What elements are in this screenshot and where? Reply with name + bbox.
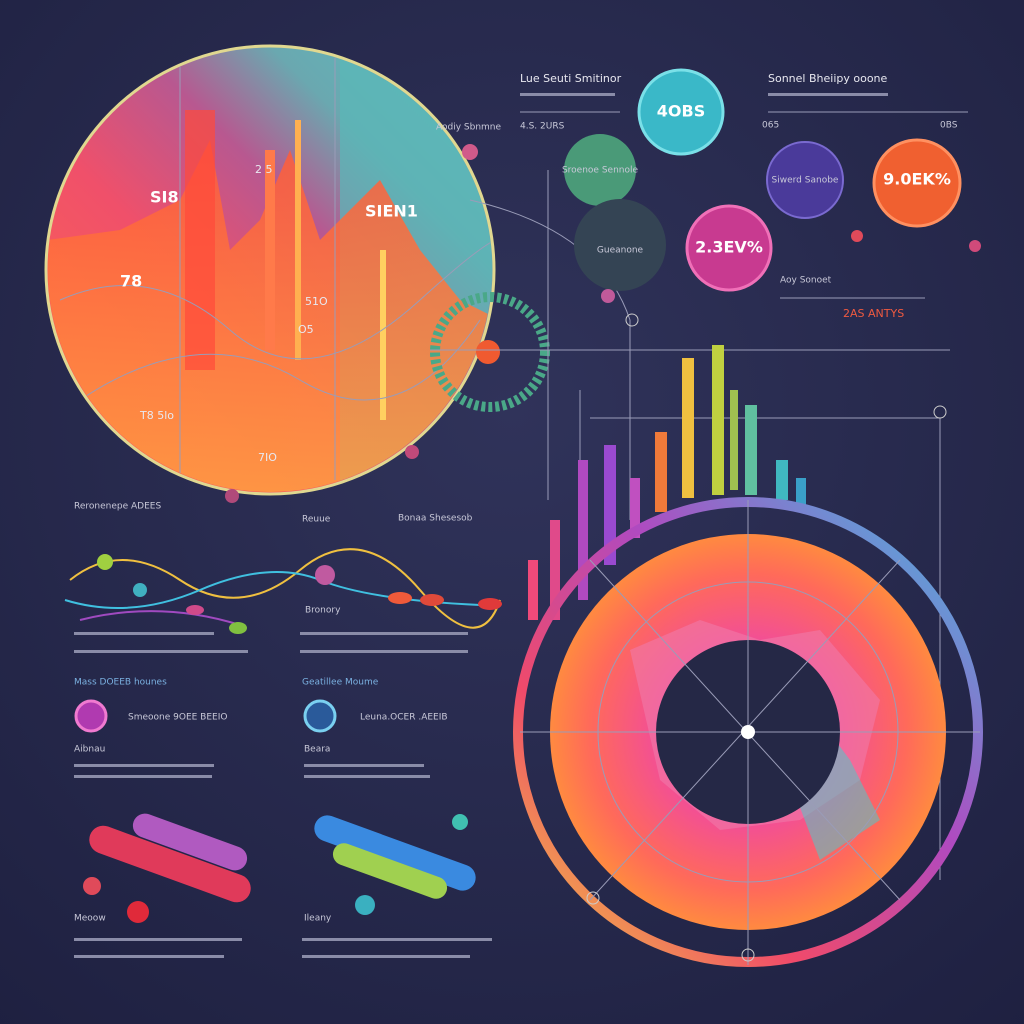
item-label: Ileany (304, 914, 332, 924)
blobs (83, 813, 476, 923)
circle-chart (44, 44, 550, 503)
bubble-label: Siwerd Sanobe (772, 176, 839, 186)
bubble-label: Gueanone (597, 246, 644, 256)
right-right: 0BS (940, 121, 958, 131)
bubble-label: 9.0EK% (883, 170, 951, 189)
circle-label: Aodiy Sbnmne (436, 123, 502, 133)
bubble-label: Sroenoe Sennole (562, 166, 639, 176)
item-label: Leuna.OCER .AEEIB (360, 713, 448, 723)
section-title: Bonaa Shesesob (398, 514, 473, 524)
bar-cluster (528, 345, 806, 620)
icon (74, 699, 108, 733)
placeholder (768, 93, 888, 96)
placeholder-lines (74, 632, 492, 958)
icon (303, 699, 337, 733)
squiggles (64, 548, 502, 634)
section-title: Geatillee Moume (302, 678, 379, 688)
bubbles (430, 68, 981, 880)
item-label: Smeoone 9OEE BEEIO (128, 713, 227, 723)
bubble-label: 2.3EV% (695, 238, 763, 257)
section-title: Mass DOEEB hounes (74, 678, 167, 688)
circle-tag: T8 5lo (139, 409, 174, 422)
right-left: 065 (762, 121, 779, 131)
section-title: Reronenepe ADEES (74, 502, 161, 512)
header-title: Lue Seuti Smitinor (520, 72, 622, 85)
circle-tag: 7IO (258, 451, 277, 464)
mid-label: Aoy Sonoet (780, 276, 832, 286)
circle-tag: 78 (120, 272, 142, 291)
circle-tag: SI8 (150, 188, 179, 207)
item-label: Beara (304, 745, 330, 755)
circle-tag: 51O (305, 295, 328, 308)
radial-chart (513, 313, 983, 967)
bubble-label: 4OBS (657, 102, 705, 121)
circle-tag: SIEN1 (365, 202, 418, 221)
section-title: Reuue (302, 515, 331, 525)
circle-tag: O5 (298, 323, 314, 336)
circle-tag: 2 5 (255, 163, 273, 176)
mid-note: 2AS ANTYS (843, 307, 904, 320)
section-title: Bronory (305, 606, 341, 616)
placeholder (520, 93, 615, 96)
item-label: Aibnau (74, 745, 105, 755)
header-subtitle: 4.S. 2URS (520, 122, 565, 132)
item-label: Meoow (74, 914, 106, 924)
right-title: Sonnel Bheiipy ooone (768, 72, 888, 85)
